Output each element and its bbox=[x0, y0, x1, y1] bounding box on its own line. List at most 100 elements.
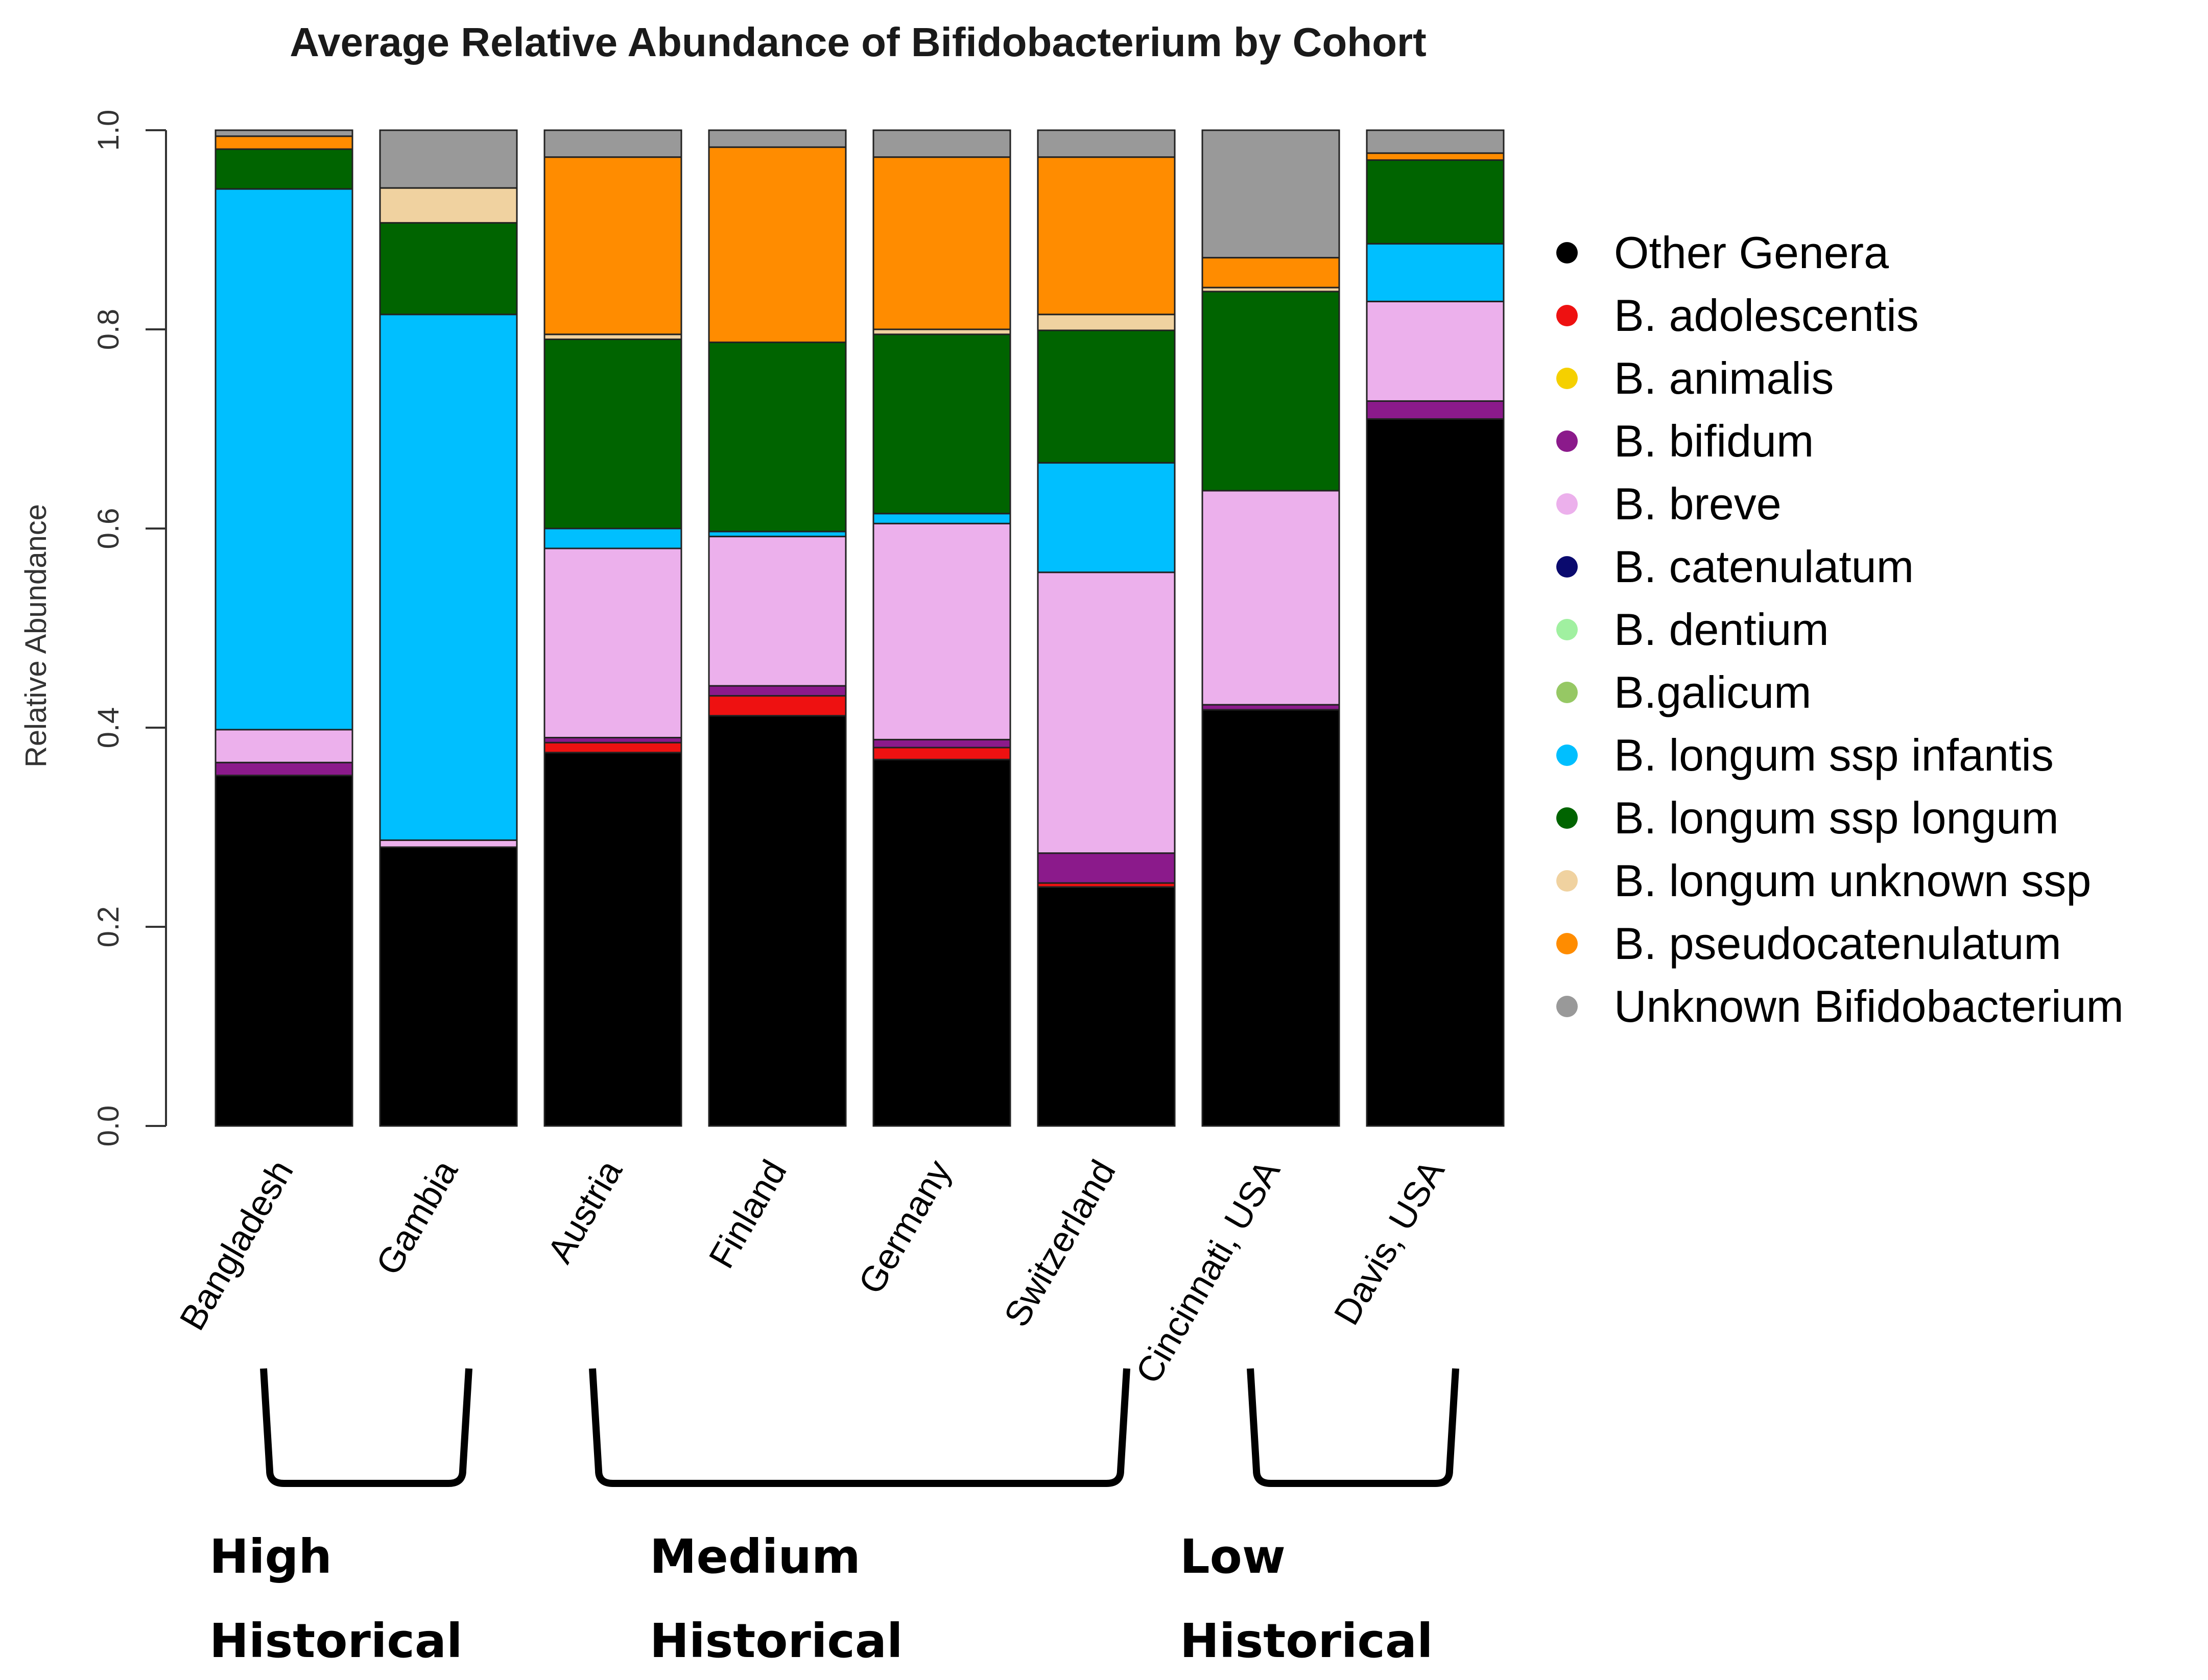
legend-item-other-genera: Other Genera bbox=[1556, 227, 1889, 278]
bar-segment-b-pseudocatenulatum bbox=[1201, 257, 1340, 289]
bar-germany bbox=[872, 129, 1011, 1127]
legend-marker bbox=[1556, 493, 1578, 515]
legend-marker bbox=[1556, 682, 1578, 703]
legend-label: B. breve bbox=[1614, 478, 1782, 529]
bar-switzerland bbox=[1037, 129, 1176, 1127]
legend-label: B. longum ssp longum bbox=[1614, 793, 2059, 843]
legend-label: Unknown Bifidobacterium bbox=[1614, 981, 2124, 1031]
bar-segment-unknown-bifidobacterium bbox=[379, 129, 518, 189]
x-tick-label: Finland bbox=[701, 1154, 794, 1275]
chart-title: Average Relative Abundance of Bifidobact… bbox=[290, 19, 1427, 65]
legend-label: Other Genera bbox=[1614, 227, 1889, 278]
x-tick-label: Cincinnati, USA bbox=[1128, 1153, 1288, 1390]
y-axis: 0.0 0.2 0.4 0.6 0.8 1.0 bbox=[92, 110, 167, 1147]
legend-marker bbox=[1556, 870, 1578, 892]
group-label-line2: Historical bbox=[650, 1614, 903, 1668]
group-bracket bbox=[260, 1368, 472, 1487]
legend-item-b-galicum: B.galicum bbox=[1556, 667, 1811, 717]
legend-item-b-breve: B. breve bbox=[1556, 478, 1782, 529]
legend-item-b-longum-unknown-ssp: B. longum unknown ssp bbox=[1556, 855, 2091, 906]
y-tick-label: 0.0 bbox=[92, 1106, 125, 1147]
legend-item-b-longum-ssp-infantis: B. longum ssp infantis bbox=[1556, 730, 2054, 780]
bar-austria bbox=[543, 129, 682, 1127]
bar-cincinnati-usa bbox=[1201, 129, 1340, 1127]
legend-label: B. pseudocatenulatum bbox=[1614, 918, 2061, 969]
legend-item-b-dentium: B. dentium bbox=[1556, 604, 1829, 655]
bar-segment-unknown-bifidobacterium bbox=[1366, 129, 1505, 154]
group-medium: Medium Historical bbox=[589, 1368, 1130, 1668]
x-tick-label: Davis, USA bbox=[1326, 1153, 1453, 1331]
bar-segment-b-breve bbox=[1037, 571, 1176, 854]
legend-label: B. dentium bbox=[1614, 604, 1829, 655]
legend-label: B. longum ssp infantis bbox=[1614, 730, 2054, 780]
legend-item-b-longum-ssp-longum: B. longum ssp longum bbox=[1556, 793, 2059, 843]
bar-segment-b-longum-ssp-longum bbox=[1201, 291, 1340, 492]
bar-segment-b-pseudocatenulatum bbox=[1037, 156, 1176, 316]
bar-segment-b-pseudocatenulatum bbox=[1366, 152, 1505, 161]
bar-segment-b-longum-ssp-longum bbox=[1366, 159, 1505, 245]
bar-segment-other-genera bbox=[1201, 709, 1340, 1127]
y-tick-label: 0.8 bbox=[92, 309, 125, 350]
bar-segment-b-bifidum bbox=[872, 738, 1011, 749]
bar-segment-unknown-bifidobacterium bbox=[872, 129, 1011, 158]
legend-marker bbox=[1556, 933, 1578, 954]
bar-segment-other-genera bbox=[215, 775, 353, 1127]
legend-marker bbox=[1556, 996, 1578, 1017]
y-tick-label: 1.0 bbox=[92, 110, 125, 151]
bar-segment-b-pseudocatenulatum bbox=[215, 135, 353, 150]
x-tick-label: Gambia bbox=[368, 1153, 465, 1281]
bar-segment-b-breve bbox=[215, 729, 353, 763]
bar-segment-b-pseudocatenulatum bbox=[872, 156, 1011, 330]
group-bracket bbox=[1247, 1368, 1459, 1487]
y-tick-label: 0.4 bbox=[92, 707, 125, 749]
group-label-line2: Historical bbox=[209, 1614, 463, 1668]
group-label-line1: Medium bbox=[650, 1529, 861, 1584]
legend-item-unknown-bifidobacterium: Unknown Bifidobacterium bbox=[1556, 981, 2124, 1031]
bar-segment-b-longum-ssp-longum bbox=[215, 148, 353, 190]
group-high: High Historical bbox=[209, 1368, 472, 1668]
legend-item-b-pseudocatenulatum: B. pseudocatenulatum bbox=[1556, 918, 2061, 969]
legend-item-b-catenulatum: B. catenulatum bbox=[1556, 541, 1914, 592]
bar-segment-b-longum-unknown-ssp bbox=[1037, 314, 1176, 331]
bar-segment-b-adolescentis bbox=[708, 695, 847, 717]
bar-segment-b-adolescentis bbox=[543, 741, 682, 754]
bar-segment-b-adolescentis bbox=[872, 747, 1011, 760]
bar-segment-b-longum-ssp-infantis bbox=[215, 188, 353, 731]
bar-segment-other-genera bbox=[708, 715, 847, 1127]
bar-segment-b-breve bbox=[872, 522, 1011, 740]
bar-segment-b-bifidum bbox=[1037, 852, 1176, 884]
bar-segment-b-longum-ssp-longum bbox=[1037, 329, 1176, 464]
group-label-line1: High bbox=[209, 1529, 332, 1584]
bar-gambia bbox=[379, 129, 518, 1127]
bar-segment-other-genera bbox=[1366, 418, 1505, 1127]
bar-segment-b-longum-ssp-longum bbox=[872, 333, 1011, 515]
group-low: Low Historical bbox=[1180, 1368, 1459, 1668]
legend-marker bbox=[1556, 807, 1578, 829]
bar-segment-b-bifidum bbox=[1366, 400, 1505, 420]
bar-segment-b-longum-ssp-infantis bbox=[379, 314, 518, 841]
bar-segment-unknown-bifidobacterium bbox=[215, 129, 353, 137]
y-tick-label: 0.6 bbox=[92, 508, 125, 549]
bars bbox=[215, 129, 1505, 1127]
x-tick-label: Austria bbox=[540, 1153, 630, 1269]
legend-label: B. longum unknown ssp bbox=[1614, 855, 2091, 906]
bar-segment-b-longum-ssp-infantis bbox=[1366, 243, 1505, 302]
bar-segment-b-breve bbox=[543, 547, 682, 738]
bar-segment-unknown-bifidobacterium bbox=[1037, 129, 1176, 158]
bar-segment-b-bifidum bbox=[215, 761, 353, 777]
legend-label: B.galicum bbox=[1614, 667, 1811, 717]
bar-segment-b-bifidum bbox=[708, 685, 847, 697]
legend-marker bbox=[1556, 619, 1578, 640]
bar-segment-unknown-bifidobacterium bbox=[1201, 129, 1340, 259]
group-label-line2: Historical bbox=[1180, 1614, 1433, 1668]
legend-label: B. bifidum bbox=[1614, 416, 1814, 466]
legend-item-b-adolescentis: B. adolescentis bbox=[1556, 290, 1919, 341]
bar-segment-other-genera bbox=[1037, 886, 1176, 1127]
legend-item-b-bifidum: B. bifidum bbox=[1556, 416, 1814, 466]
bar-segment-other-genera bbox=[543, 752, 682, 1127]
legend-item-b-animalis: B. animalis bbox=[1556, 353, 1834, 403]
bar-segment-b-longum-unknown-ssp bbox=[379, 187, 518, 224]
bar-segment-b-breve bbox=[1201, 490, 1340, 706]
x-axis-labels: Bangladesh Gambia Austria Finland Germany Swi… bbox=[172, 1153, 1453, 1390]
